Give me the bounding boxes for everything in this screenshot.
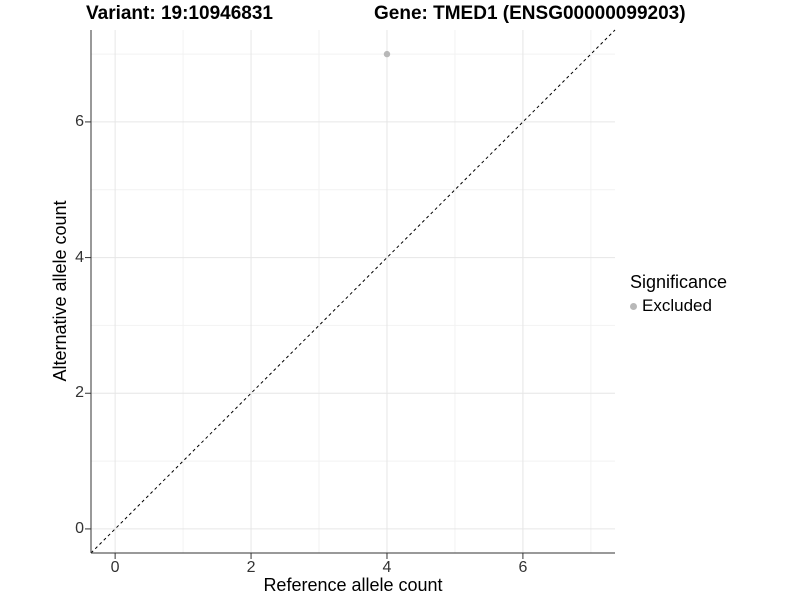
data-point xyxy=(383,50,391,58)
y-tick-label: 6 xyxy=(75,112,84,130)
legend-entry-label: Excluded xyxy=(642,296,712,315)
y-tick-label: 4 xyxy=(75,248,84,266)
y-tick-label: 0 xyxy=(75,519,84,537)
x-tick-label: 6 xyxy=(518,559,528,576)
plot-title-variant: Variant: 19:10946831 xyxy=(86,3,273,24)
legend-entry-excluded: Excluded xyxy=(630,296,727,316)
identity-reference-line xyxy=(90,29,616,554)
x-tick-label: 2 xyxy=(246,559,256,576)
x-tick-label: 0 xyxy=(110,559,120,576)
y-tick-label: 2 xyxy=(75,384,84,402)
legend-title: Significance xyxy=(630,272,728,292)
x-tick-label: 4 xyxy=(382,559,392,576)
legend: Significance Excluded xyxy=(630,272,727,316)
x-axis-label: Reference allele count xyxy=(263,575,443,595)
legend-point-marker-icon xyxy=(630,302,637,310)
plot-title-gene: Gene: TMED1 (ENSG00000099203) xyxy=(374,3,686,24)
y-axis-label: Alternative allele count xyxy=(50,200,70,382)
